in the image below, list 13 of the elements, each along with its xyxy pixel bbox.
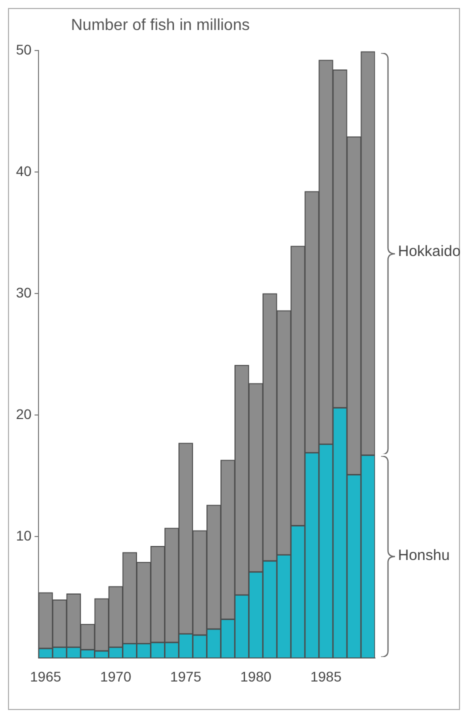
y-axis-title: Number of fish in millions <box>71 17 250 35</box>
x-tick-label: 1965 <box>30 668 62 684</box>
series-label: Honshu <box>398 546 450 564</box>
y-tick-label: 50 <box>16 41 32 58</box>
x-tick-label: 1985 <box>310 668 342 684</box>
series-label: Hokkaido <box>398 243 461 260</box>
x-tick-label: 1975 <box>170 668 202 684</box>
y-tick-label: 30 <box>16 284 32 300</box>
y-tick-label: 20 <box>16 406 32 422</box>
x-tick-label: 1970 <box>100 668 132 684</box>
y-tick-label: 10 <box>16 528 32 544</box>
y-tick-label: 40 <box>16 162 32 179</box>
x-tick-label: 1980 <box>240 668 272 684</box>
